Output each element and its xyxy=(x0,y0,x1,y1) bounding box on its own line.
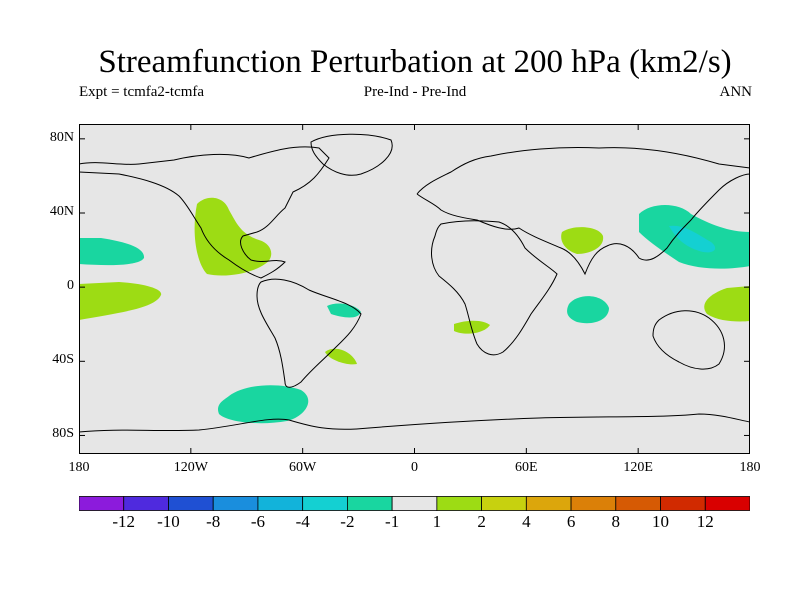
axis-ticks xyxy=(79,124,750,454)
coastline-africa xyxy=(431,220,558,356)
colorbar-label: -6 xyxy=(250,512,265,531)
season-label: ANN xyxy=(719,84,753,100)
lat-tick-label: 0 xyxy=(67,278,74,294)
anomaly-positive-region xyxy=(704,286,750,322)
colorbar-label: 8 xyxy=(611,512,621,531)
colorbar-swatch xyxy=(79,496,125,511)
anomaly-positive-region xyxy=(79,282,162,320)
colorbar-swatch xyxy=(615,496,661,511)
coastline-north-america xyxy=(79,146,330,279)
map-canvas xyxy=(79,124,750,454)
colorbar-swatch xyxy=(525,496,572,511)
anomaly-positive-region xyxy=(561,227,604,254)
colorbar-label: -12 xyxy=(112,512,136,531)
colorbar-label: 6 xyxy=(566,512,576,531)
colorbar-label: 10 xyxy=(652,512,670,531)
lon-tick-label: 180 xyxy=(68,460,90,475)
colorbar-label: -10 xyxy=(157,512,180,531)
anomaly-negative-core xyxy=(669,225,716,253)
anomaly-negative-region xyxy=(567,296,609,324)
anomaly-negative-region xyxy=(218,385,309,424)
colorbar-label: -8 xyxy=(206,512,221,531)
coastline-australia xyxy=(652,310,725,370)
colorbar-label: 4 xyxy=(522,512,531,531)
lon-tick-label: 60W xyxy=(289,460,317,475)
period-label: Pre-Ind - Pre-Ind xyxy=(363,84,467,100)
colorbar xyxy=(79,496,750,511)
lat-tick-label: 80S xyxy=(52,426,74,442)
colorbar-label: -2 xyxy=(340,512,355,531)
colorbar-swatch xyxy=(212,496,259,511)
colorbar-label: 1 xyxy=(432,512,442,531)
lat-tick-label: 40N xyxy=(49,203,74,219)
lat-tick-label: 80N xyxy=(49,129,74,145)
colorbar-swatch xyxy=(436,496,483,511)
anomaly-positive-region xyxy=(454,320,490,334)
coastline-antarctica xyxy=(79,413,750,433)
colorbar-label: 12 xyxy=(696,512,714,531)
anomaly-positive-region xyxy=(325,348,357,365)
lon-tick-label: 120W xyxy=(173,460,208,475)
anomaly-shading xyxy=(79,197,750,424)
lon-tick-label: 180 xyxy=(739,460,761,475)
experiment-label: Expt = tcmfa2-tcmfa xyxy=(79,84,205,100)
colorbar-swatch xyxy=(123,496,169,511)
lon-tick-label: 120E xyxy=(623,460,653,475)
colorbar-swatch xyxy=(302,496,348,511)
lon-tick-label: 60E xyxy=(515,460,538,475)
lon-tick-label: 0 xyxy=(411,460,418,475)
plot-title: Streamfunction Perturbation at 200 hPa (… xyxy=(98,44,732,80)
coastlines xyxy=(79,133,750,433)
anomaly-positive-region xyxy=(194,197,272,276)
colorbar-swatch xyxy=(168,496,214,511)
colorbar-swatch xyxy=(481,496,527,511)
coastline-europe-asia xyxy=(416,146,750,276)
map-background xyxy=(79,124,750,454)
colorbar-swatch xyxy=(391,496,438,511)
lat-tick-label: 40S xyxy=(52,352,74,368)
coastline-south-america xyxy=(256,278,362,388)
coastline-greenland xyxy=(310,133,393,176)
colorbar-label: -1 xyxy=(385,512,400,531)
colorbar-label: -4 xyxy=(295,512,310,531)
colorbar-swatch xyxy=(346,496,393,511)
colorbar-swatch xyxy=(704,496,750,511)
colorbar-swatch xyxy=(570,496,617,511)
anomaly-negative-region xyxy=(79,238,145,266)
map-panel xyxy=(79,124,750,454)
colorbar-label: 2 xyxy=(477,512,486,531)
colorbar-swatch xyxy=(257,496,304,511)
colorbar-swatch xyxy=(660,496,706,511)
